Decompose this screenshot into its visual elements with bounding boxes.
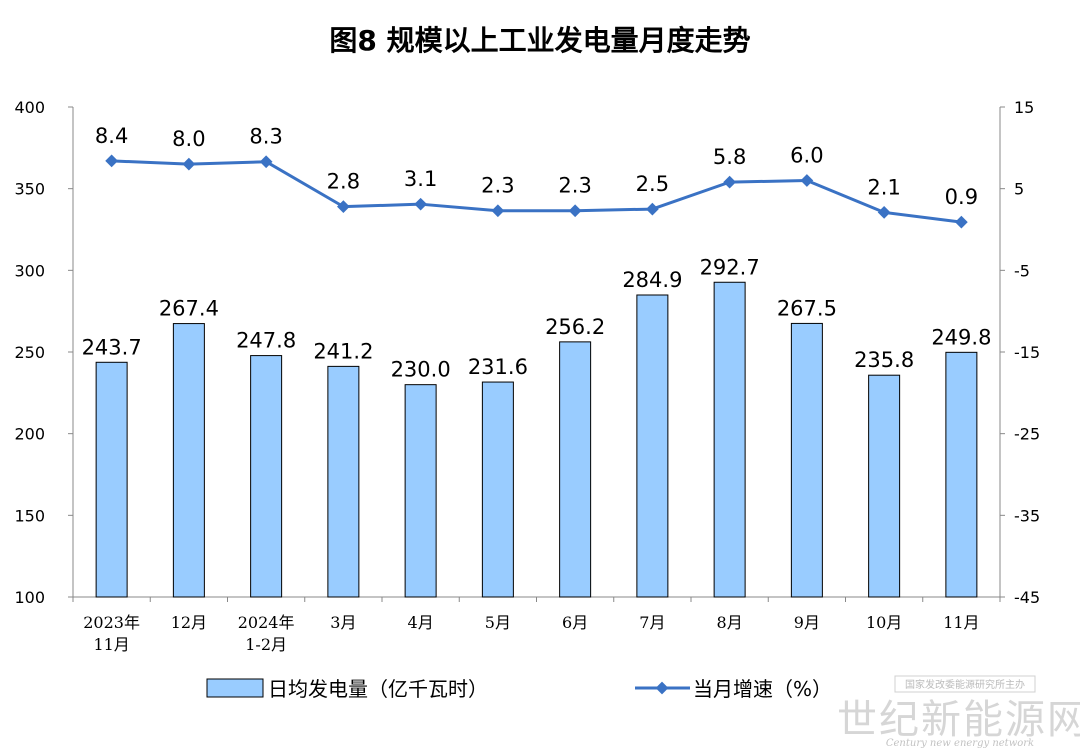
line-series: [105, 154, 968, 229]
x-tick-label: 9月: [794, 613, 820, 632]
x-tick-label: 7月: [639, 613, 665, 632]
line-value-label: 2.8: [327, 170, 360, 194]
watermark-sub: Century new energy network: [886, 738, 1034, 749]
bar: [559, 341, 592, 598]
right-tick-label: -25: [1014, 425, 1040, 444]
line-value-label: 2.5: [636, 172, 669, 196]
right-tick-label: -15: [1014, 343, 1040, 362]
left-tick-label: 350: [14, 180, 45, 199]
line-data-labels: 8.4 8.0 8.3 2.8 3.1 2.3 2.3 2.5 5.8 6.0 2.1 0.9: [95, 124, 978, 209]
bar: [636, 294, 669, 598]
line-value-label: 2.1: [867, 175, 900, 199]
line-value-label: 8.0: [172, 127, 205, 151]
bar-data-labels: 243.7 267.4 247.8 241.2 230.0 231.6 256.2 284.9…: [82, 255, 992, 381]
left-tick-label: 200: [14, 425, 45, 444]
x-tick-label: 10月: [866, 613, 902, 632]
line-point: [568, 204, 582, 218]
bar-value-label: 247.8: [236, 329, 296, 353]
right-tick-label: -5: [1014, 261, 1030, 280]
right-tick-label: 5: [1014, 180, 1024, 199]
line-path: [111, 159, 962, 224]
watermark-main: 世纪新能源网: [837, 697, 1080, 743]
left-tick-label: 300: [14, 261, 45, 280]
line-point: [646, 202, 659, 216]
right-axis-ticks: -45 -35 -25 -15 -5 5 15: [1000, 98, 1040, 607]
bar: [790, 322, 823, 598]
line-value-label: 3.1: [404, 167, 437, 191]
bar-value-label: 284.9: [622, 268, 682, 292]
left-tick-label: 400: [14, 98, 45, 117]
bar: [713, 281, 746, 598]
x-tick-label: 5月: [485, 613, 511, 632]
line-point: [723, 175, 736, 189]
line-value-label: 5.8: [713, 145, 746, 169]
x-tick-label: 2023年: [83, 613, 140, 632]
watermark: 国家发改委能源研究所主办 世纪新能源网 Century new energy n…: [837, 675, 1080, 749]
x-tick-label: 4月: [408, 613, 434, 632]
line-point: [800, 174, 814, 187]
left-tick-label: 100: [14, 588, 45, 607]
bar-value-label: 256.2: [545, 315, 605, 339]
bar-value-label: 249.8: [931, 325, 991, 349]
line-point: [182, 157, 196, 171]
bar: [945, 351, 978, 598]
x-tick-label: 8月: [717, 613, 743, 632]
legend: 日均发电量（亿千瓦时） 当月增速（%）: [206, 677, 832, 701]
x-axis-ticks: 2023年 11月 12月 2024年 1-2月 3月 4月 5月 6月 7月 8月 9月 10月 11月: [72, 597, 1001, 654]
line-value-label: 8.4: [95, 124, 128, 148]
line-point: [414, 197, 427, 211]
watermark-title-box: [894, 675, 1036, 693]
bar: [172, 323, 205, 598]
legend-bar-swatch: [206, 678, 264, 698]
bar: [95, 361, 128, 598]
left-tick-label: 150: [14, 506, 45, 525]
bar: [481, 381, 514, 598]
line-value-label: 6.0: [790, 144, 823, 168]
bar: [327, 365, 360, 598]
bar-value-label: 243.7: [82, 335, 142, 359]
x-tick-label: 2024年: [238, 613, 295, 632]
bar-value-label: 292.7: [700, 255, 760, 279]
bar: [250, 355, 283, 598]
right-tick-label: -45: [1014, 588, 1040, 607]
legend-bar-label: 日均发电量（亿千瓦时）: [268, 677, 488, 701]
watermark-title: 国家发改委能源研究所主办: [905, 678, 1025, 691]
line-value-label: 2.3: [558, 174, 591, 198]
line-point: [877, 205, 891, 219]
bar-value-label: 230.0: [391, 358, 451, 382]
bar-series: [95, 281, 978, 598]
x-tick-label: 11月: [943, 613, 979, 632]
legend-line-label: 当月增速（%）: [693, 677, 832, 701]
x-tick-label: 12月: [171, 613, 207, 632]
x-tick-label: 1-2月: [245, 635, 287, 654]
line-point: [105, 154, 118, 168]
bar-value-label: 235.8: [854, 348, 914, 372]
line-point: [337, 200, 350, 213]
bar-value-label: 267.4: [159, 297, 219, 321]
left-tick-label: 250: [14, 343, 45, 362]
line-point: [259, 155, 273, 169]
bar-value-label: 267.5: [777, 296, 837, 320]
left-axis-ticks: 100 150 200 250 300 350 400: [14, 98, 73, 607]
line-value-label: 2.3: [481, 174, 514, 198]
bar-value-label: 231.6: [468, 355, 528, 379]
x-tick-label: 11月: [93, 635, 129, 654]
line-point: [491, 204, 505, 218]
line-value-label: 8.3: [249, 125, 282, 149]
line-value-label: 0.9: [945, 185, 978, 209]
line-point: [955, 215, 968, 229]
legend-line-marker: [655, 681, 669, 695]
chart-title: 图8 规模以上工业发电量月度走势: [329, 24, 750, 57]
bar: [868, 374, 901, 598]
right-tick-label: -35: [1014, 506, 1040, 525]
x-tick-label: 3月: [330, 613, 356, 632]
bar: [404, 384, 437, 598]
x-tick-label: 6月: [562, 613, 588, 632]
right-tick-label: 15: [1014, 98, 1034, 117]
bar-value-label: 241.2: [313, 339, 373, 363]
